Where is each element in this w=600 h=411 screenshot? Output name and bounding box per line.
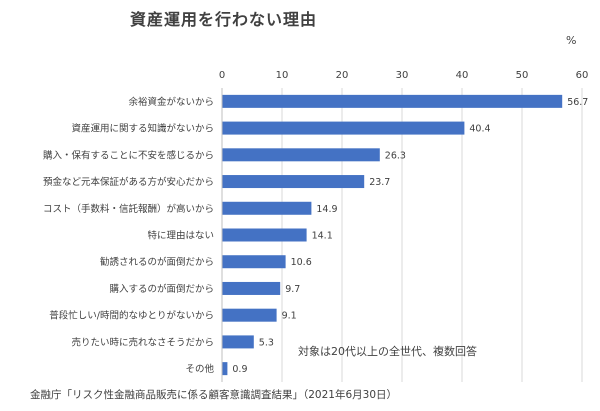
source-citation: 金融庁「リスク性金融商品販売に係る顧客意識調査結果」（2021年6月30日） <box>30 389 398 401</box>
bar <box>222 362 228 376</box>
x-axis-ticks: 0 10 20 30 40 50 60 <box>219 70 589 81</box>
x-tick-label: 10 <box>276 70 289 81</box>
unit-label: % <box>566 34 577 47</box>
bars <box>222 94 563 376</box>
value-label: 26.3 <box>385 150 406 161</box>
bar <box>222 255 286 269</box>
x-tick-label: 20 <box>336 70 349 81</box>
value-label: 40.4 <box>469 124 490 135</box>
bar <box>222 335 254 349</box>
category-label: 預金など元本保証がある方が安心だから <box>43 176 214 188</box>
bar <box>222 94 563 108</box>
value-label: 9.7 <box>285 284 300 295</box>
chart-title: 資産運用を行わない理由 <box>130 10 318 29</box>
category-label: 購入・保有することに不安を感じるから <box>43 149 214 161</box>
bar <box>222 281 281 295</box>
category-label: 特に理由はない <box>147 230 214 242</box>
bar <box>222 175 365 189</box>
value-label: 56.7 <box>567 97 588 108</box>
value-label: 23.7 <box>369 177 390 188</box>
category-label: 購入するのが面倒だから <box>109 283 214 295</box>
x-tick-label: 60 <box>576 70 589 81</box>
category-label: 普段忙しい/時間的なゆとりがないから <box>49 310 214 322</box>
value-labels: 56.7 40.4 26.3 23.7 14.9 14.1 10.6 9.7 9.1 5.3 0.9 <box>232 97 588 375</box>
chart-note: 対象は20代以上の全世代、複数回答 <box>298 345 477 358</box>
bar <box>222 228 307 242</box>
x-tick-label: 30 <box>396 70 409 81</box>
value-label: 5.3 <box>259 337 274 348</box>
category-labels: 余裕資金がないから資産運用に関する知識がないから購入・保有することに不安を感じる… <box>43 96 215 375</box>
category-label: 勧誘されるのが面倒だから <box>100 256 214 268</box>
category-label: 資産運用に関する知識がないから <box>71 123 214 135</box>
value-label: 14.1 <box>312 231 333 242</box>
value-label: 10.6 <box>291 257 312 268</box>
bar <box>222 121 465 135</box>
category-label: コスト（手数料・信託報酬）が高いから <box>43 203 214 215</box>
value-label: 0.9 <box>232 364 247 375</box>
bar <box>222 201 312 215</box>
value-label: 9.1 <box>282 311 297 322</box>
x-tick-label: 50 <box>516 70 529 81</box>
x-tick-label: 0 <box>219 70 225 81</box>
bar <box>222 148 380 162</box>
bar <box>222 308 277 322</box>
category-label: 余裕資金がないから <box>128 96 214 108</box>
category-label: 売りたい時に売れなさそうだから <box>71 336 214 348</box>
category-label: その他 <box>185 363 214 375</box>
value-label: 14.9 <box>316 204 337 215</box>
x-tick-label: 40 <box>456 70 469 81</box>
